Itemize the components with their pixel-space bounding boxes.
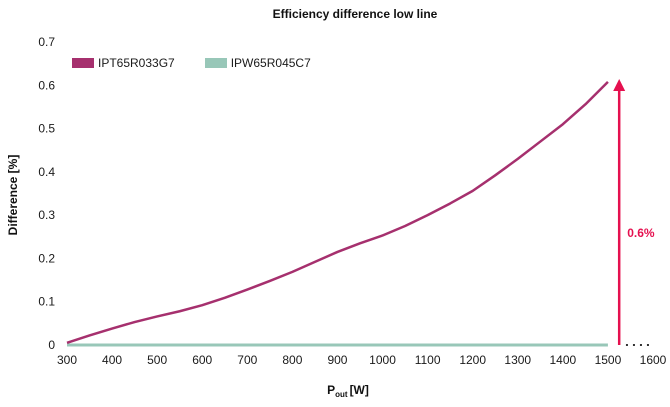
x-axis-label-sub: out	[335, 390, 348, 399]
x-tick-label: 500	[147, 353, 167, 367]
y-tick-label: 0.7	[38, 35, 55, 49]
x-tick-label: 1000	[369, 353, 396, 367]
annotation-label: 0.6%	[627, 226, 655, 240]
x-tick-label: 1100	[415, 353, 441, 367]
y-tick-label: 0	[48, 338, 55, 352]
annotation-arrow-head	[613, 78, 626, 91]
x-tick-label: 300	[57, 353, 77, 367]
legend-item-series-2: IPW65R045C7	[204, 56, 311, 70]
x-axis-label-unit: [W]	[350, 383, 369, 397]
series-line-ipt65r033g7	[66, 80, 609, 345]
legend-swatch-series-2	[204, 58, 227, 68]
x-tick-label: 1200	[459, 353, 486, 367]
x-tick-label: 1400	[549, 353, 576, 367]
y-tick-label: 0.6	[38, 78, 55, 92]
x-tick-label: 600	[192, 353, 212, 367]
y-tick-label: 0.5	[38, 122, 55, 136]
y-tick-label: 0.1	[38, 295, 55, 309]
y-tick-label: 0.4	[38, 165, 55, 179]
x-tick-label: 1300	[504, 353, 531, 367]
x-axis-label: Pout [W]	[327, 383, 369, 399]
x-tick-label: 900	[327, 353, 347, 367]
y-tick-label: 0.3	[38, 208, 55, 222]
x-tick-label: 400	[102, 353, 122, 367]
x-axis-label-main: P	[327, 383, 335, 397]
x-tick-label: 800	[282, 353, 302, 367]
legend: IPT65R033G7 IPW65R045C7	[72, 56, 341, 70]
chart-title: Efficiency difference low line	[272, 7, 438, 21]
x-tick-label: 700	[237, 353, 257, 367]
legend-swatch-series-1	[72, 58, 94, 68]
x-tick-label: 1500	[595, 353, 622, 367]
x-tick-label: 1600	[640, 353, 667, 367]
y-tick-label: 0.2	[38, 251, 55, 265]
legend-label-series-1: IPT65R033G7	[98, 56, 175, 70]
y-axis-label: Difference [%]	[6, 155, 20, 236]
legend-label-series-2: IPW65R045C7	[230, 56, 311, 70]
legend-item-series-1: IPT65R033G7	[72, 56, 175, 70]
